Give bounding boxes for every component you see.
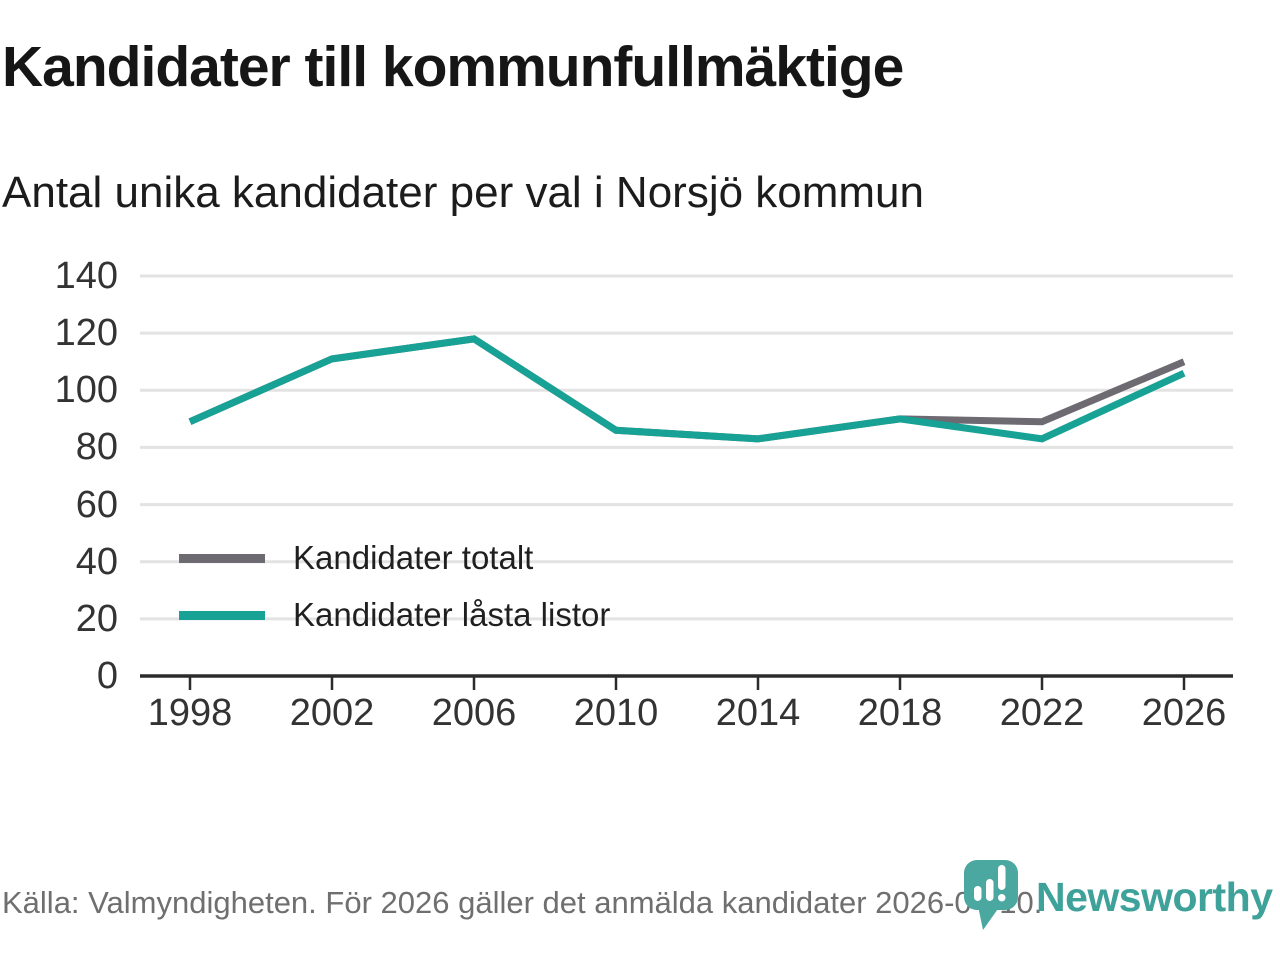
x-axis-tick-label: 2018 — [857, 692, 943, 734]
y-axis-tick-label: 60 — [75, 483, 118, 526]
legend-label: Kandidater låsta listor — [293, 596, 611, 633]
newsworthy-wordmark: Newsworthy — [1036, 874, 1273, 920]
legend-item-lasta-listor: Kandidater låsta listor — [179, 596, 611, 633]
chart-subtitle: Antal unika kandidater per val i Norsjö … — [2, 168, 925, 217]
x-axis-tick-label: 2026 — [1141, 692, 1227, 734]
legend-label: Kandidater totalt — [293, 539, 534, 576]
x-axis-tick-label: 2010 — [573, 692, 659, 734]
source-note: Källa: Valmyndigheten. För 2026 gäller d… — [2, 885, 1043, 920]
y-axis-tick-label: 140 — [54, 255, 118, 297]
x-axis-tick-label: 2022 — [999, 692, 1085, 734]
x-axis-tick-label: 1998 — [147, 692, 233, 734]
y-axis-tick-label: 100 — [54, 369, 118, 412]
x-axis-tick-label: 2014 — [715, 692, 801, 734]
x-axis-tick-label: 2002 — [289, 692, 375, 734]
line-chart-area: 0 20 40 60 80 100 120 140 1998 2002 2006 2010 2014 2… — [0, 250, 1280, 760]
newsworthy-pin-icon — [964, 860, 1018, 930]
y-axis-tick-label: 80 — [75, 426, 118, 469]
line-series-kandidater-l-sta-listor — [188, 335, 1186, 443]
chart-title: Kandidater till kommunfullmäktige — [2, 35, 904, 99]
y-axis-tick-label: 0 — [96, 655, 118, 697]
legend-swatch-totalt — [179, 553, 265, 563]
y-axis-tick-label: 120 — [54, 312, 118, 355]
legend-swatch-lasta-listor — [179, 610, 265, 620]
legend: Kandidater totalt Kandidater låsta listo… — [179, 539, 611, 654]
y-axis-tick-label: 20 — [75, 597, 118, 640]
x-axis-tick-label: 2006 — [431, 692, 517, 734]
line-chart — [140, 274, 1233, 690]
legend-item-totalt: Kandidater totalt — [179, 539, 610, 576]
newsworthy-logo: Newsworthy — [958, 854, 1280, 944]
y-axis-tick-label: 40 — [75, 540, 118, 583]
